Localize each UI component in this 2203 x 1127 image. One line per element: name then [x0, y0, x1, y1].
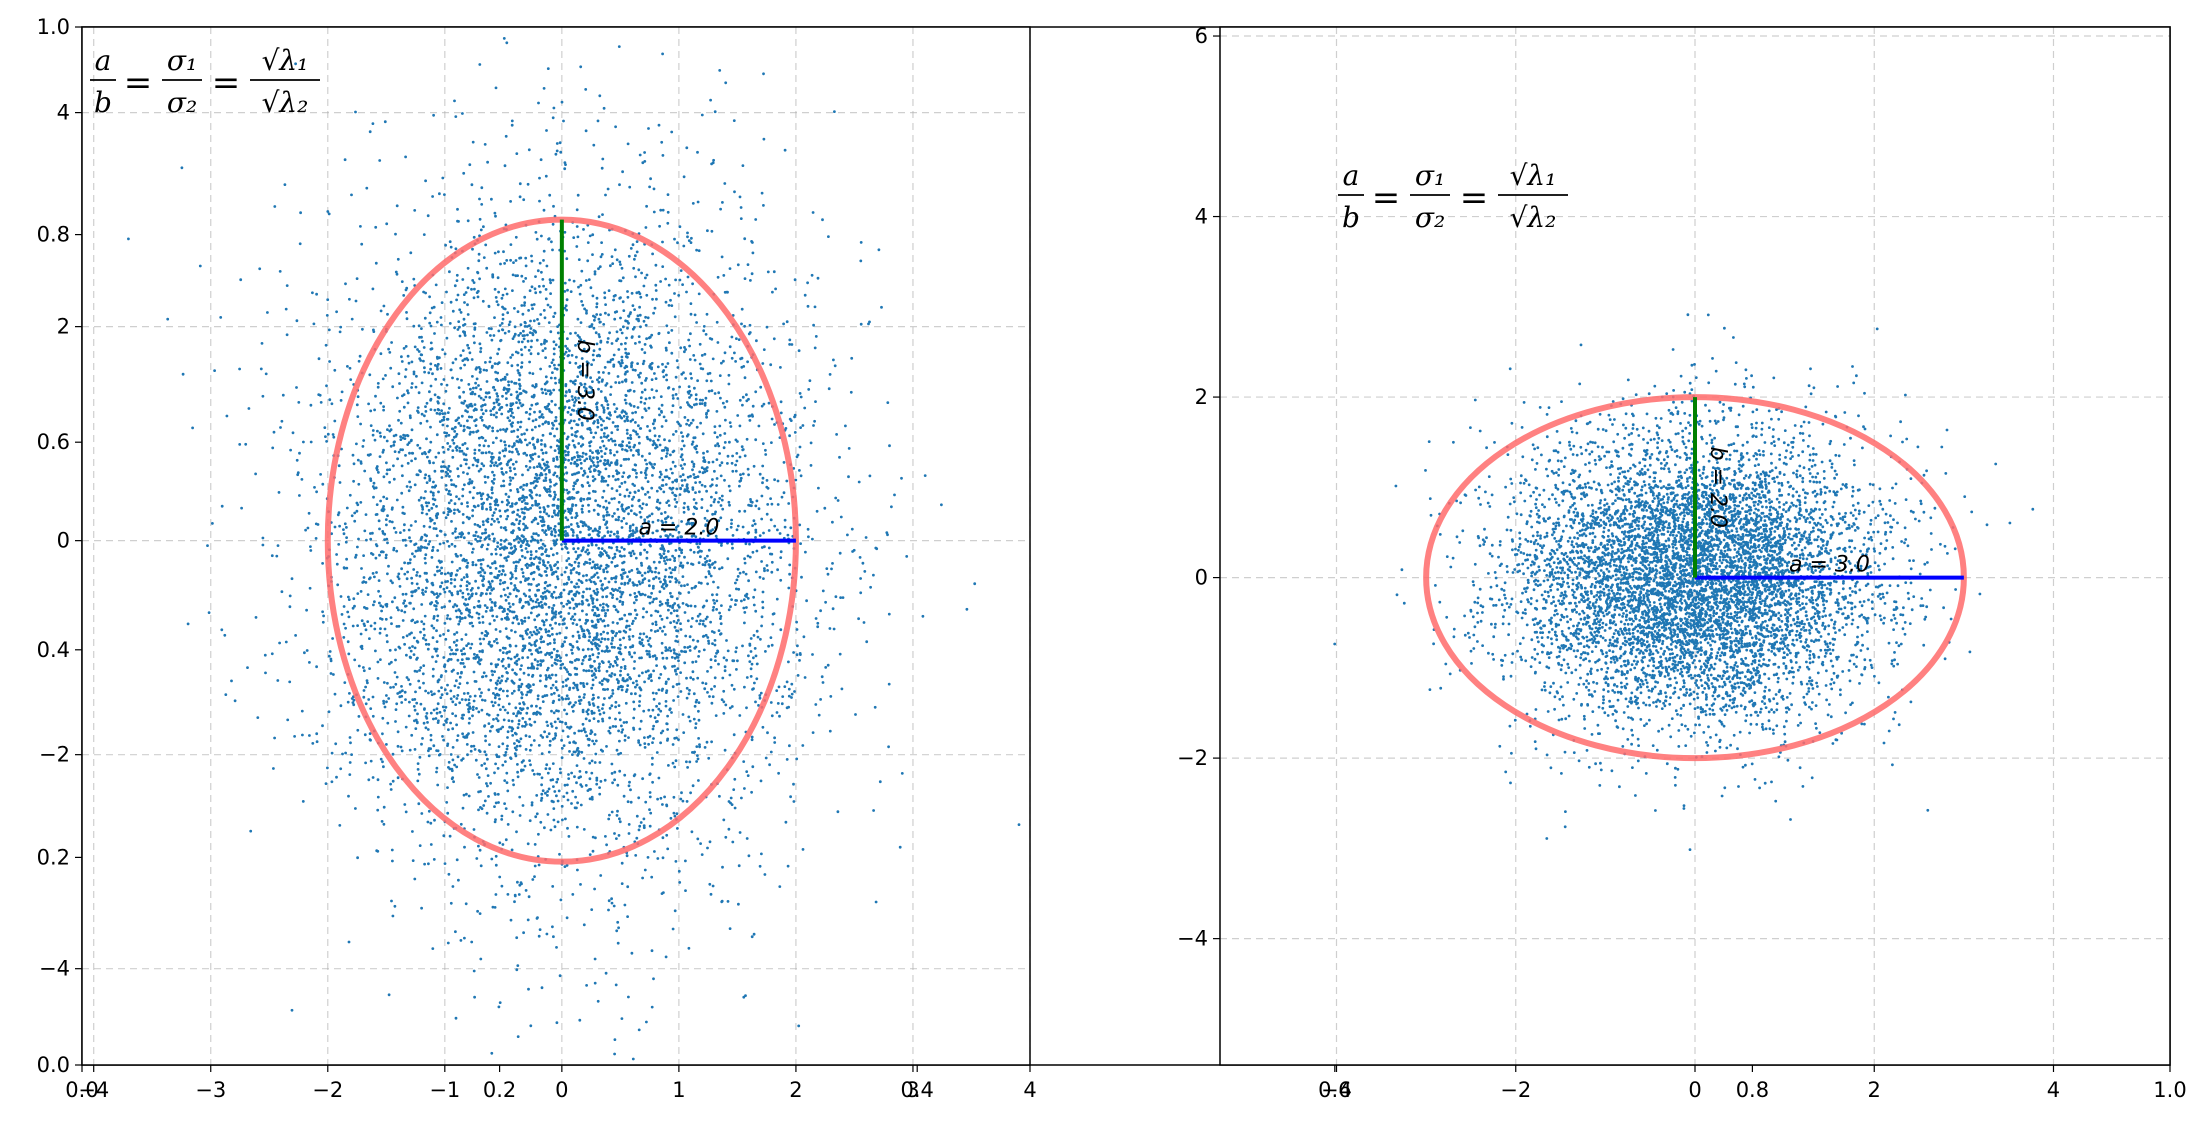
formula-denominator: √λ₂ [262, 86, 309, 119]
background-x-tick-label: 0.8 [1736, 1078, 1769, 1102]
formula-equals-sign: = [124, 63, 153, 103]
subplot-left-axes [81, 26, 1031, 1066]
subplot-left-grid [82, 27, 1031, 1065]
formula-numerator: a [1343, 159, 1360, 192]
subplot-right-ticks: −4 −2 0 2 4 6 4 2 0 −2 −4 [1177, 24, 2060, 1102]
background-y-tick-label: 0.0 [37, 1053, 70, 1077]
subplot-left-ticks: −4 −3 −2 −1 0 1 2 3 4 4 2 0 −2 −4 [39, 101, 1037, 1102]
subplot-left: a = 2.0 b = 3.0 −4 −3 −2 −1 0 1 2 3 4 4 2 0 −2 −4 ab = σ… [39, 26, 1037, 1102]
x-tick-label: 1 [672, 1078, 685, 1102]
x-tick-label: −2 [1500, 1078, 1531, 1102]
subplot-right: a = 3.0 b = 2.0 −4 −2 0 2 4 6 4 2 0 −2 −4 ab = σ₁ σ₂ = √… [1177, 24, 2171, 1102]
formula-equals-sign: = [1460, 178, 1489, 218]
x-tick-label: 4 [2047, 1078, 2060, 1102]
subplot-right-formula: ab = σ₁ σ₂ = √λ₁ √λ₂ [1338, 159, 1568, 234]
x-tick-label: −3 [195, 1078, 226, 1102]
background-x-ticks: 0.0 0.2 0.4 0.6 0.8 1.0 [65, 1065, 2187, 1102]
background-x-tick-label: 0.2 [483, 1078, 516, 1102]
y-tick-label: 6 [1195, 24, 1208, 48]
formula-denominator: √λ₂ [1510, 201, 1557, 234]
background-y-tick-label: 0.2 [37, 845, 70, 869]
semi-axis-b-label: b = 3.0 [572, 339, 597, 420]
x-tick-label: −1 [429, 1078, 460, 1102]
subplot-frame [81, 26, 1031, 1066]
x-tick-label: −4 [1321, 1078, 1352, 1102]
background-y-tick-label: 1.0 [37, 15, 70, 39]
subplot-left-formula: ab = σ₁ σ₂ = √λ₁ √λ₂ [90, 44, 320, 119]
formula-equals-sign: = [1372, 178, 1401, 218]
y-tick-label: 2 [1195, 385, 1208, 409]
subplot-left-scatter [127, 37, 1021, 1061]
formula-denominator: b [1342, 201, 1360, 234]
x-tick-label: 4 [1023, 1078, 1036, 1102]
background-axes: 1.0 0.8 0.6 0.4 0.2 0.0 0.0 0.2 0.4 0.6 0.8 1.0 [37, 15, 2187, 1102]
formula-numerator: σ₁ [1415, 159, 1445, 192]
y-tick-label: 0 [1195, 566, 1208, 590]
y-tick-label: −2 [39, 743, 70, 767]
formula-denominator: σ₂ [1415, 201, 1445, 234]
subplot-right-scatter [1333, 313, 2035, 852]
formula-numerator: a [95, 44, 112, 77]
semi-axis-a-label: a = 2.0 [638, 516, 719, 541]
y-tick-label: 4 [57, 101, 70, 125]
formula-denominator: b [94, 86, 112, 119]
x-tick-label: 0 [555, 1078, 568, 1102]
background-y-ticks: 1.0 0.8 0.6 0.4 0.2 0.0 [37, 15, 82, 1077]
x-tick-label: 0 [1688, 1078, 1701, 1102]
formula-numerator: √λ₁ [262, 44, 309, 77]
background-y-tick-label: 0.8 [37, 223, 70, 247]
x-tick-label: −2 [312, 1078, 343, 1102]
background-x-tick-label: 0.6 [1318, 1078, 1351, 1102]
y-tick-label: −2 [1177, 746, 1208, 770]
y-tick-label: −4 [1177, 927, 1208, 951]
x-tick-label: −4 [78, 1078, 109, 1102]
x-tick-label: 2 [1868, 1078, 1881, 1102]
x-tick-label: 2 [789, 1078, 802, 1102]
subplot-left-ellipse: a = 2.0 b = 3.0 [324, 216, 799, 865]
scatter-points [127, 37, 1021, 1061]
semi-axis-a-label: a = 3.0 [1789, 553, 1870, 578]
semi-axis-b-label: b = 2.0 [1705, 447, 1730, 528]
background-y-tick-label: 0.6 [37, 430, 70, 454]
background-x-tick-label: 0.4 [900, 1078, 933, 1102]
formula-equals-sign: = [212, 63, 241, 103]
background-x-tick-label: 1.0 [2153, 1078, 2186, 1102]
y-tick-label: 2 [57, 315, 70, 339]
y-tick-label: −4 [39, 957, 70, 981]
y-tick-label: 4 [1195, 205, 1208, 229]
formula-denominator: σ₂ [167, 86, 197, 119]
scatter-points [1333, 313, 2035, 852]
background-x-tick-label: 0.0 [65, 1078, 98, 1102]
background-y-tick-label: 0.4 [37, 638, 70, 662]
formula-numerator: √λ₁ [1510, 159, 1557, 192]
y-tick-label: 0 [57, 529, 70, 553]
subplot-right-ellipse: a = 3.0 b = 2.0 [1423, 394, 1967, 762]
formula-numerator: σ₁ [167, 44, 197, 77]
subplot-background [82, 27, 1030, 1065]
x-tick-label: 3 [906, 1078, 919, 1102]
